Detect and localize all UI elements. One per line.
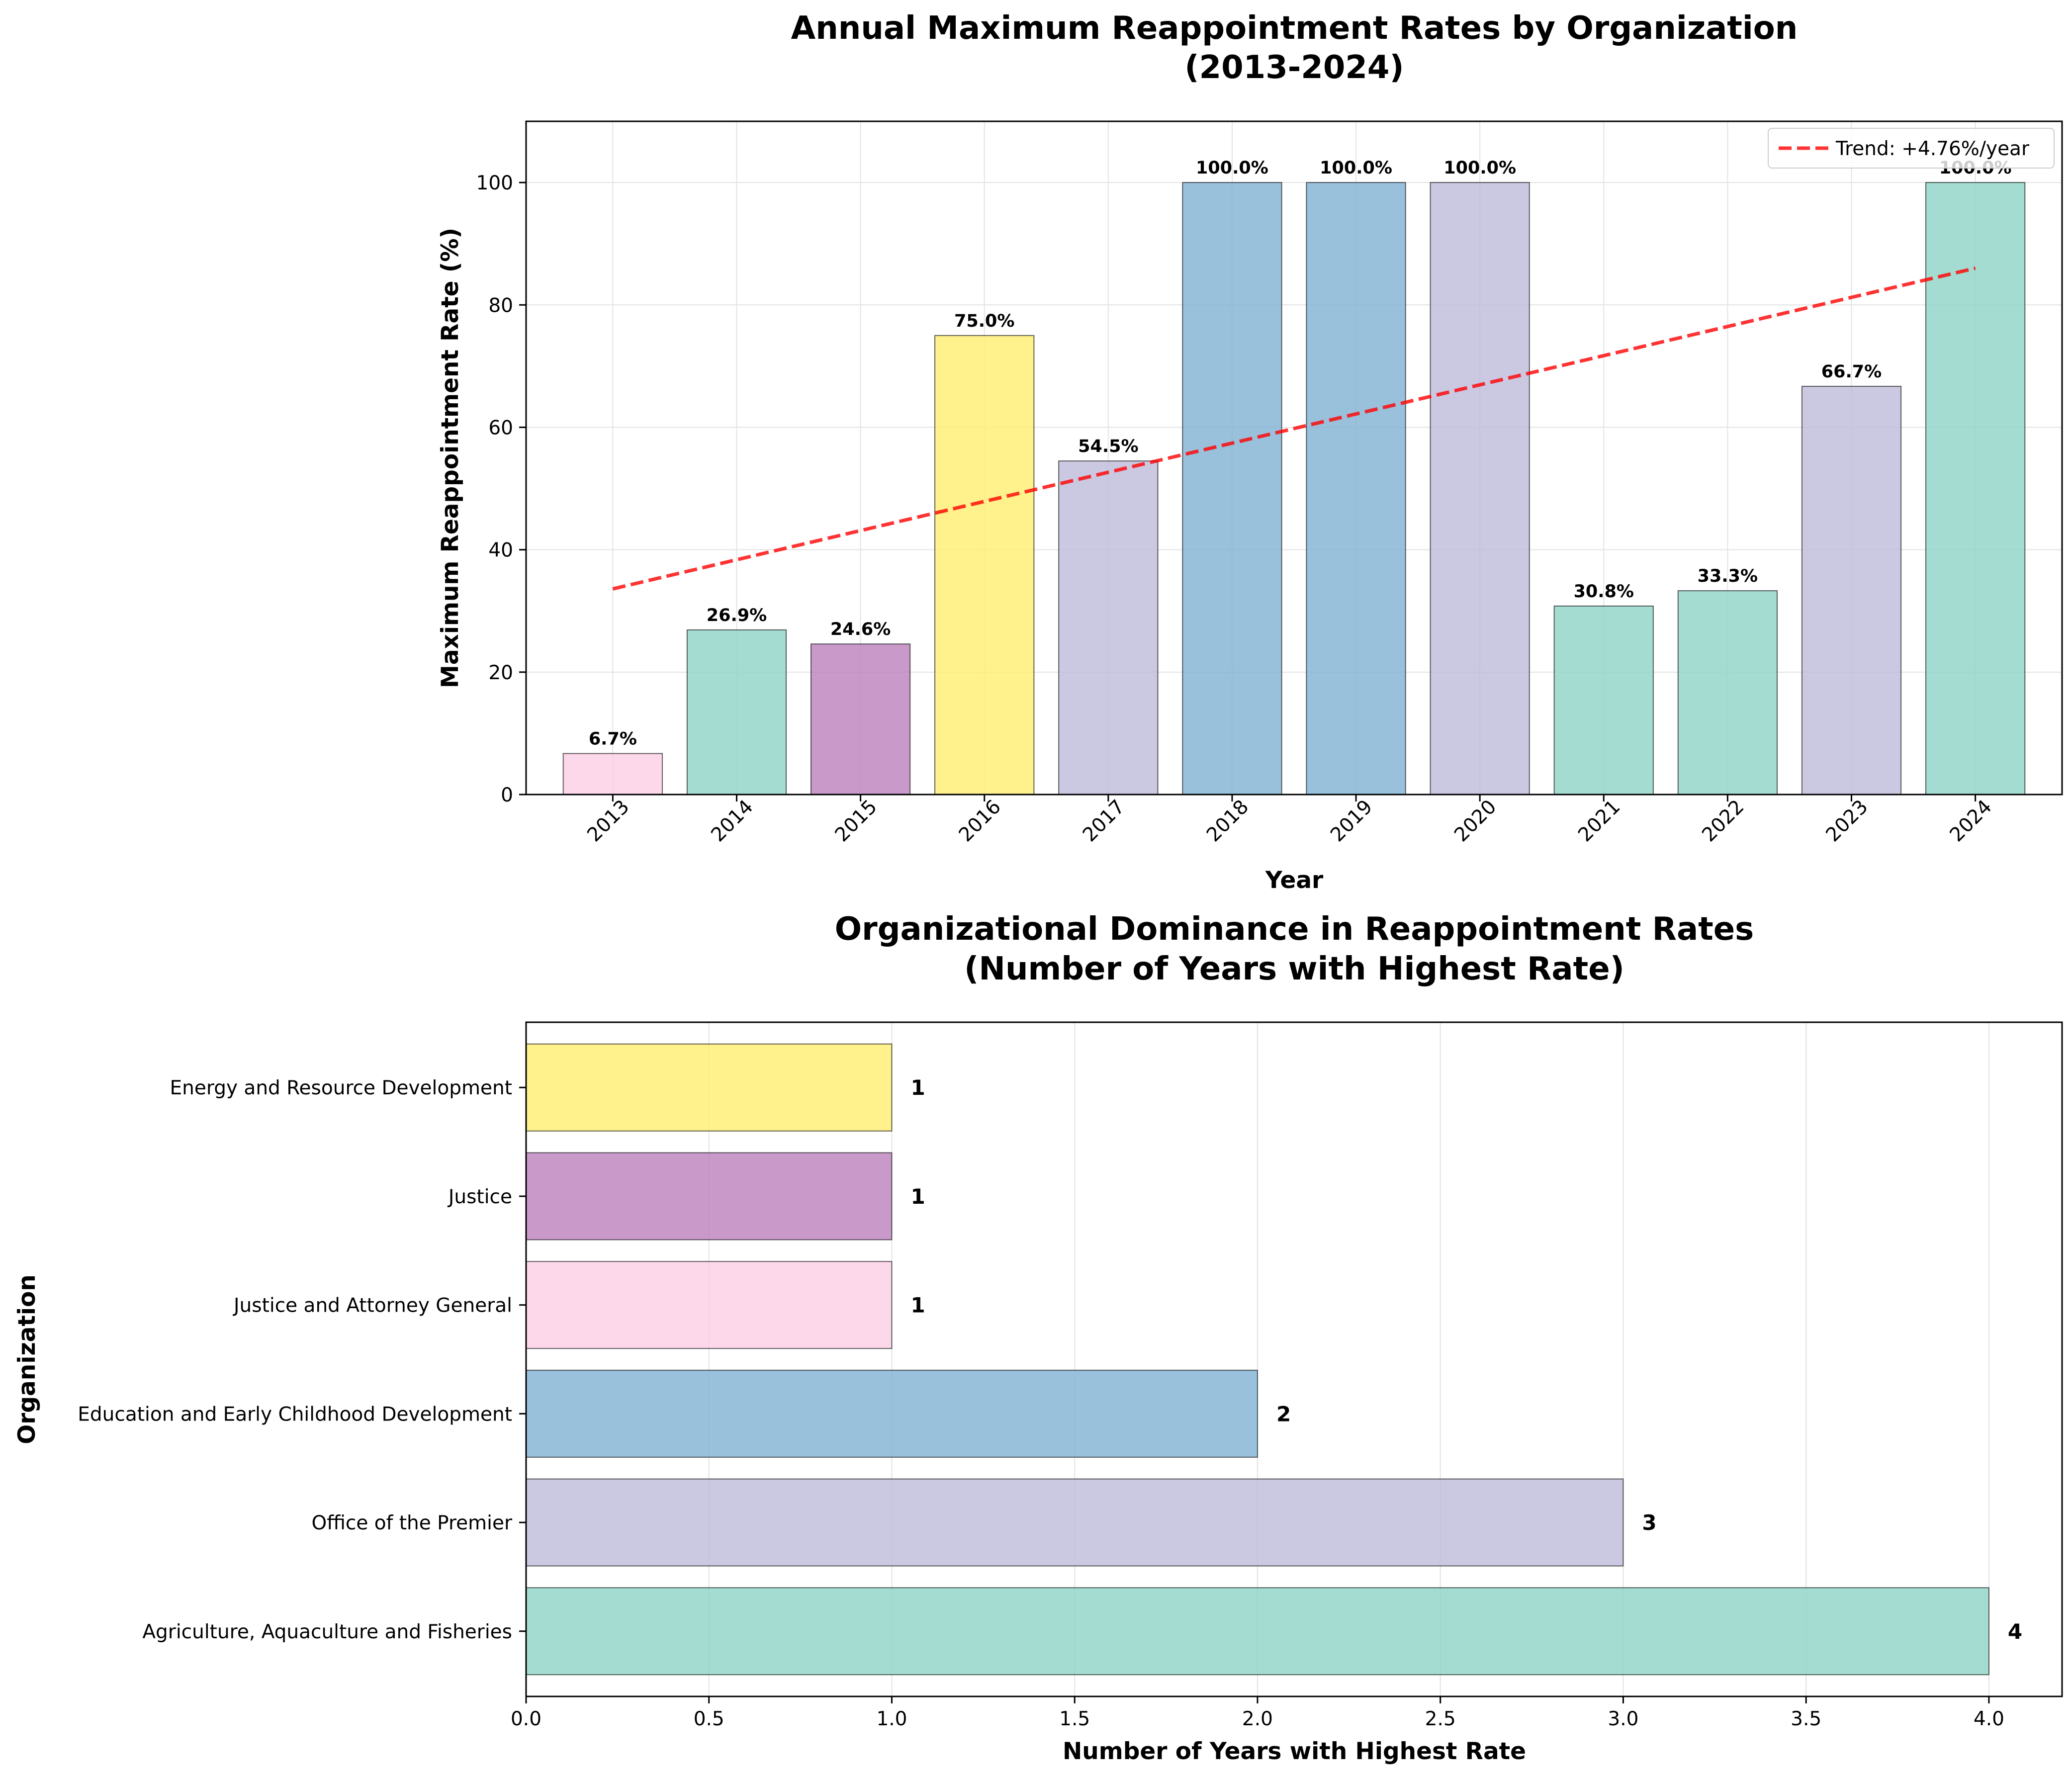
bottom-chart-x-ticks: 0.0 0.5 1.0 1.5 2.0 2.5 3.0 3.5 4.0 xyxy=(511,1696,2004,1730)
org-category-label: Education and Early Childhood Developmen… xyxy=(78,1403,512,1425)
org-bar-office-of-the-premier xyxy=(526,1478,1624,1567)
top-chart-frame xyxy=(525,120,2063,796)
org-category-label: Justice and Attorney General xyxy=(232,1295,512,1317)
top-chart-y-ticks: 0 20 40 60 80 100 xyxy=(476,172,526,806)
top-chart-y-axis-label: Maximum Reappointment Rate (%) xyxy=(437,228,464,688)
x-tick-label: 2.5 xyxy=(1425,1708,1456,1730)
bottom-chart-frame xyxy=(525,1021,2063,1697)
bottom-chart-title-line-1: Organizational Dominance in Reappointmen… xyxy=(835,911,1754,948)
year-bar-2018 xyxy=(1182,182,1282,795)
x-tick-label: 2.0 xyxy=(1242,1708,1273,1730)
org-bar-value-label: 2 xyxy=(1276,1402,1291,1426)
org-category-label: Energy and Resource Development xyxy=(170,1077,513,1099)
year-bar-value-label: 6.7% xyxy=(589,729,637,749)
x-tick-label-year: 2014 xyxy=(707,796,758,846)
legend-trend-label: Trend: +4.76%/year xyxy=(1835,138,2030,160)
x-tick-label: 4.0 xyxy=(1974,1708,2004,1730)
top-chart-bars xyxy=(562,182,2026,796)
bottom-chart-y-axis-label: Organization xyxy=(13,1274,41,1444)
trend-line xyxy=(612,266,1976,591)
org-bar-value-label: 4 xyxy=(2008,1619,2022,1644)
y-tick-label: 20 xyxy=(488,662,513,684)
y-tick-label: 40 xyxy=(488,539,513,562)
year-bar-value-label: 54.5% xyxy=(1078,437,1138,456)
org-bar-justice xyxy=(526,1152,893,1241)
org-bar-value-label: 3 xyxy=(1642,1510,1656,1535)
year-bar-value-label: 33.3% xyxy=(1698,566,1758,586)
bottom-chart-y-ticks: Energy and Resource Development Justice Ju… xyxy=(78,1077,526,1643)
organization-dominance-chart: Organizational Dominance in Reappointmen… xyxy=(13,911,2063,1765)
org-bar-justice-and-attorney-general xyxy=(526,1261,893,1349)
x-tick-label-year: 2021 xyxy=(1574,796,1624,846)
x-tick-label: 0.0 xyxy=(511,1708,541,1730)
org-bar-agriculture-aquaculture-and-fisheries xyxy=(526,1587,1989,1676)
bottom-chart-bars xyxy=(526,1043,1989,1676)
year-bar-value-label: 100.0% xyxy=(1320,158,1392,178)
year-bar-2021 xyxy=(1553,605,1654,795)
org-bar-value-label: 1 xyxy=(910,1293,925,1318)
bottom-chart-title-line-2: (Number of Years with Highest Rate) xyxy=(964,951,1624,987)
year-bar-2017 xyxy=(1058,460,1159,795)
x-tick-label-year: 2015 xyxy=(831,796,882,846)
year-bar-2023 xyxy=(1801,385,1902,795)
year-bar-value-label: 75.0% xyxy=(954,311,1014,331)
y-tick-label: 0 xyxy=(501,784,513,806)
x-tick-label-year: 2017 xyxy=(1079,796,1129,846)
bottom-chart-value-labels: 1 1 1 2 3 4 xyxy=(910,1075,2022,1644)
x-tick-label-year: 2023 xyxy=(1822,796,1873,846)
year-bar-2016 xyxy=(934,335,1035,795)
top-chart-legend: Trend: +4.76%/year xyxy=(1768,128,2055,169)
bottom-chart-x-axis-label: Number of Years with Highest Rate xyxy=(1063,1738,1526,1765)
year-bar-2013 xyxy=(562,753,663,795)
year-bar-value-label: 24.6% xyxy=(830,620,891,639)
legend-box xyxy=(1768,128,2055,169)
year-bar-2019 xyxy=(1306,182,1406,795)
org-bar-energy-and-resource-development xyxy=(526,1043,893,1132)
org-bar-value-label: 1 xyxy=(910,1075,925,1100)
org-category-label: Justice xyxy=(447,1186,512,1208)
yearly-max-rate-chart: Annual Maximum Reappointment Rates by Or… xyxy=(437,10,2063,894)
org-category-label: Agriculture, Aquaculture and Fisheries xyxy=(142,1621,512,1643)
x-tick-label: 3.5 xyxy=(1791,1708,1821,1730)
org-category-label: Office of the Premier xyxy=(312,1512,513,1534)
x-tick-label: 1.0 xyxy=(876,1708,907,1730)
x-tick-label-year: 2022 xyxy=(1698,796,1749,846)
y-tick-label: 80 xyxy=(488,294,513,317)
year-bar-value-label: 100.0% xyxy=(1443,158,1516,178)
top-chart-x-axis-label: Year xyxy=(1265,867,1324,894)
org-bar-education-and-early-childhood-development xyxy=(526,1369,1258,1458)
y-tick-label: 100 xyxy=(476,172,513,194)
x-tick-label-year: 2019 xyxy=(1326,796,1377,846)
year-bar-value-label: 30.8% xyxy=(1574,582,1634,602)
top-chart-title-line-2: (2013-2024) xyxy=(1184,49,1404,86)
year-bar-value-label: 66.7% xyxy=(1821,362,1882,382)
org-bar-value-label: 1 xyxy=(910,1184,925,1209)
x-tick-label-year: 2024 xyxy=(1946,796,1996,846)
x-tick-label: 3.0 xyxy=(1608,1708,1638,1730)
year-bar-2020 xyxy=(1430,182,1530,795)
top-chart-title-line-1: Annual Maximum Reappointment Rates by Or… xyxy=(791,10,1798,47)
top-chart-x-ticks: 2013 2014 2015 2016 2017 2018 2019 2020 2021 2022… xyxy=(583,795,1996,846)
y-tick-label: 60 xyxy=(488,417,513,439)
x-tick-label-year: 2016 xyxy=(955,796,1005,846)
year-bar-2014 xyxy=(686,629,787,796)
year-bar-2015 xyxy=(810,643,911,796)
year-bar-value-label: 100.0% xyxy=(1196,158,1268,178)
year-bar-value-label: 26.9% xyxy=(707,606,767,625)
year-bar-2024 xyxy=(1925,182,2026,795)
x-tick-label-year: 2013 xyxy=(583,796,634,846)
year-bar-2022 xyxy=(1677,590,1778,796)
x-tick-label: 1.5 xyxy=(1059,1708,1090,1730)
top-chart-value-labels: 6.7% 26.9% 24.6% 75.0% 54.5% 100.0% 100.0% 100.… xyxy=(589,158,2012,749)
x-tick-label-year: 2020 xyxy=(1450,796,1501,846)
x-tick-label-year: 2018 xyxy=(1202,796,1253,846)
x-tick-label: 0.5 xyxy=(694,1708,724,1730)
